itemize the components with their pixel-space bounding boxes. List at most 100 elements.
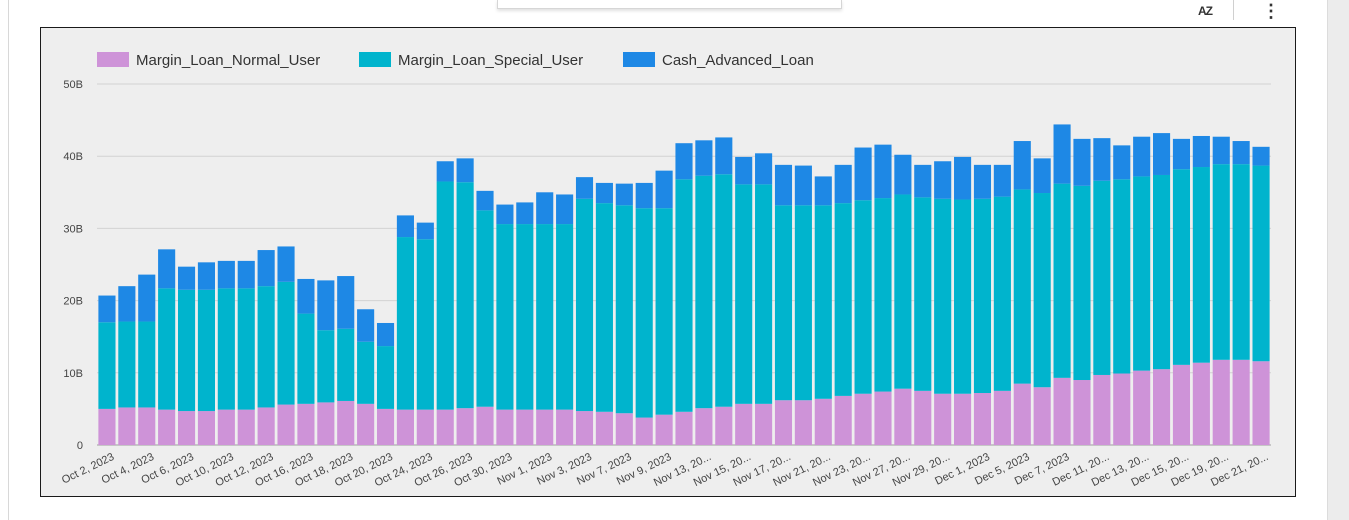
bar-margin-loan-special-user	[496, 224, 514, 410]
bar-cash-advanced-loan	[1172, 138, 1191, 170]
bar-margin-loan-special-user	[476, 210, 494, 407]
bar-cash-advanced-loan	[1053, 124, 1071, 184]
bar-cash-advanced-loan	[655, 170, 673, 209]
bar-margin-loan-special-user	[98, 322, 116, 409]
more-vert-icon[interactable]: ⋮	[1256, 0, 1286, 22]
bar-cash-advanced-loan	[1153, 133, 1171, 175]
bar-margin-loan-normal-user	[337, 400, 355, 445]
bar-cash-advanced-loan	[675, 143, 693, 180]
bar-cash-advanced-loan	[1013, 141, 1031, 190]
bar-cash-advanced-loan	[357, 309, 375, 342]
bar-margin-loan-special-user	[934, 198, 952, 394]
legend-swatch	[623, 52, 655, 67]
bar-margin-loan-normal-user	[934, 393, 952, 445]
toolbar-divider	[1233, 0, 1234, 20]
more-options-glyph: ⋮	[1262, 0, 1280, 21]
bar-margin-loan-special-user	[1053, 183, 1071, 378]
bar-margin-loan-special-user	[834, 203, 852, 396]
bar-margin-loan-special-user	[774, 205, 793, 401]
bar-margin-loan-special-user	[317, 330, 335, 403]
bar-margin-loan-special-user	[595, 203, 613, 412]
bar-cash-advanced-loan	[556, 194, 574, 225]
bar-margin-loan-special-user	[954, 199, 972, 394]
bar-cash-advanced-loan	[177, 266, 196, 290]
bar-margin-loan-special-user	[177, 289, 196, 412]
bar-margin-loan-special-user	[1153, 174, 1171, 370]
bar-cash-advanced-loan	[615, 183, 633, 206]
bar-margin-loan-normal-user	[118, 407, 136, 445]
bar-cash-advanced-loan	[993, 164, 1011, 197]
bar-margin-loan-normal-user	[396, 409, 414, 445]
bar-cash-advanced-loan	[735, 156, 753, 185]
bar-margin-loan-normal-user	[1133, 370, 1151, 445]
bar-margin-loan-special-user	[695, 175, 713, 409]
bar-margin-loan-normal-user	[675, 411, 693, 445]
bar-cash-advanced-loan	[237, 260, 255, 289]
bar-cash-advanced-loan	[217, 260, 235, 289]
bar-cash-advanced-loan	[1113, 145, 1131, 180]
bar-margin-loan-normal-user	[914, 390, 932, 445]
bar-margin-loan-special-user	[655, 208, 673, 415]
bar-margin-loan-normal-user	[814, 398, 832, 445]
bar-margin-loan-normal-user	[1093, 374, 1111, 445]
bar-cash-advanced-loan	[834, 164, 852, 204]
bar-margin-loan-special-user	[755, 184, 773, 404]
bar-margin-loan-special-user	[118, 321, 136, 408]
bar-margin-loan-normal-user	[715, 406, 733, 445]
bar-cash-advanced-loan	[98, 295, 116, 323]
bar-cash-advanced-loan	[1033, 158, 1051, 194]
legend-label: Margin_Loan_Normal_User	[136, 52, 320, 69]
bar-cash-advanced-loan	[1232, 141, 1250, 165]
bar-margin-loan-normal-user	[297, 403, 315, 445]
y-tick-label: 10B	[63, 368, 83, 380]
bar-margin-loan-normal-user	[1153, 369, 1171, 445]
bar-cash-advanced-loan	[1252, 146, 1270, 166]
bar-cash-advanced-loan	[1212, 136, 1230, 165]
search-popup[interactable]	[497, 0, 842, 9]
bar-margin-loan-normal-user	[556, 409, 574, 445]
bar-margin-loan-normal-user	[1192, 362, 1210, 445]
bar-cash-advanced-loan	[794, 165, 812, 206]
bar-margin-loan-normal-user	[1113, 373, 1131, 445]
bar-margin-loan-normal-user	[376, 408, 395, 445]
bar-margin-loan-special-user	[456, 182, 474, 409]
bar-margin-loan-normal-user	[615, 413, 633, 445]
bar-margin-loan-special-user	[1192, 167, 1210, 363]
bar-margin-loan-normal-user	[416, 409, 434, 445]
bar-margin-loan-special-user	[973, 198, 992, 394]
bar-margin-loan-special-user	[436, 181, 454, 410]
bar-margin-loan-normal-user	[1232, 359, 1250, 445]
bar-margin-loan-special-user	[675, 179, 693, 412]
bar-margin-loan-normal-user	[993, 390, 1011, 445]
bar-margin-loan-special-user	[814, 205, 832, 399]
y-tick-label: 20B	[63, 296, 83, 308]
bar-margin-loan-normal-user	[138, 407, 156, 445]
bar-margin-loan-special-user	[1033, 193, 1051, 388]
bar-margin-loan-special-user	[635, 208, 653, 418]
bar-cash-advanced-loan	[118, 286, 136, 322]
bar-cash-advanced-loan	[874, 144, 892, 199]
bar-margin-loan-normal-user	[357, 403, 375, 445]
bar-cash-advanced-loan	[297, 278, 315, 314]
bar-margin-loan-normal-user	[177, 411, 196, 445]
sort-az-icon[interactable]: AZ	[1190, 0, 1220, 22]
bar-margin-loan-special-user	[376, 346, 395, 409]
bar-cash-advanced-loan	[914, 164, 932, 198]
bar-margin-loan-normal-user	[257, 407, 275, 445]
bar-margin-loan-special-user	[396, 237, 414, 410]
bar-margin-loan-normal-user	[874, 391, 892, 445]
bar-cash-advanced-loan	[376, 322, 395, 347]
bar-cash-advanced-loan	[516, 202, 534, 225]
bar-margin-loan-normal-user	[834, 395, 852, 445]
bar-margin-loan-special-user	[277, 281, 295, 405]
bar-marks	[98, 124, 1270, 445]
bar-margin-loan-normal-user	[476, 406, 494, 445]
bar-margin-loan-special-user	[197, 289, 215, 412]
bar-margin-loan-special-user	[257, 286, 275, 408]
right-scroll-rail[interactable]	[1327, 0, 1349, 520]
bar-margin-loan-special-user	[1133, 176, 1151, 371]
bar-cash-advanced-loan	[973, 164, 992, 199]
bar-cash-advanced-loan	[456, 158, 474, 183]
chart-container: 0 10B 20B 30B 40B 50B Oct 2, 2023 Oct 4, 2023 O…	[40, 27, 1296, 497]
